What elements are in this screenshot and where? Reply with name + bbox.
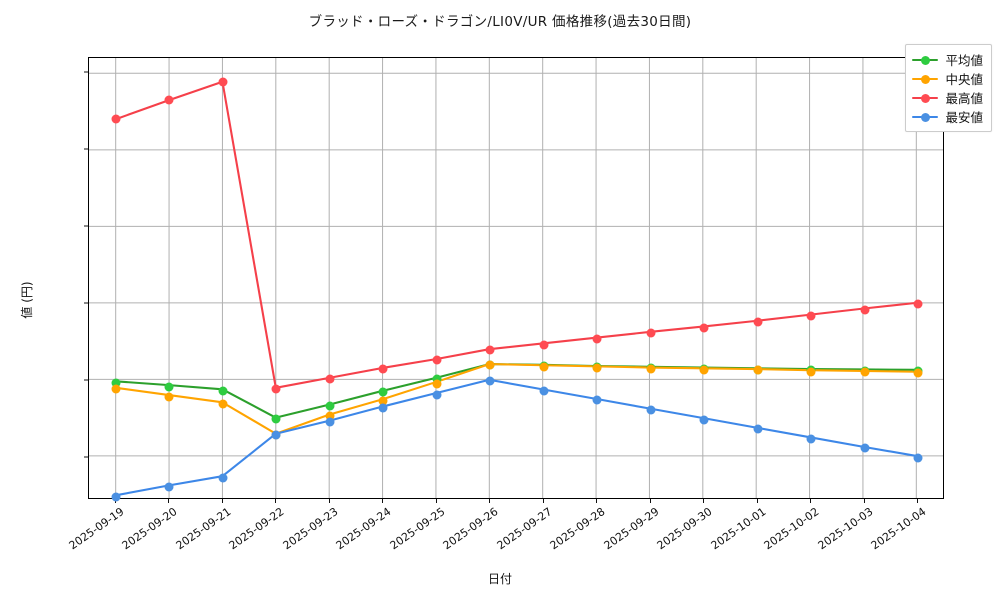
data-point (806, 434, 816, 444)
data-point (753, 424, 763, 434)
series-line-3 (114, 378, 918, 497)
data-point (432, 379, 442, 389)
data-point (860, 367, 870, 377)
data-point (164, 392, 174, 402)
data-point (271, 384, 281, 394)
plot-area (88, 57, 944, 502)
data-point (218, 77, 228, 87)
data-point (325, 411, 335, 421)
chart-title: ブラッド・ローズ・ドラゴン/LI0V/UR 価格推移(過去30日間) (308, 14, 692, 30)
y-tick-mark (84, 379, 88, 381)
x-tick-mark (756, 499, 758, 503)
legend-marker-icon (912, 91, 939, 105)
data-point (539, 386, 549, 396)
data-point (753, 317, 763, 327)
y-tick-mark (84, 302, 88, 304)
x-tick-mark (489, 499, 491, 503)
data-point (485, 360, 495, 370)
data-point (913, 453, 923, 463)
data-point (378, 387, 388, 397)
data-point (539, 362, 549, 372)
data-point (164, 482, 174, 492)
x-tick-mark (863, 499, 865, 503)
x-tick-mark (649, 499, 651, 503)
legend-marker-icon (912, 72, 939, 86)
legend-label: 最高値 (945, 91, 983, 106)
legend-marker-icon (912, 53, 939, 67)
data-point (378, 396, 388, 406)
x-tick-mark (810, 499, 812, 503)
data-point (699, 323, 709, 333)
data-point (806, 311, 816, 321)
data-point (378, 403, 388, 413)
legend-item-0[interactable]: 平均値 (912, 50, 983, 69)
data-point (378, 364, 388, 374)
x-tick-mark (596, 499, 598, 503)
data-point (111, 384, 121, 394)
data-point (432, 390, 442, 400)
data-point (860, 305, 870, 315)
data-point (164, 95, 174, 105)
data-point (592, 334, 602, 344)
x-tick-mark (703, 499, 705, 503)
chart-legend: 平均値中央値最高値最安値 (905, 44, 992, 132)
legend-marker-icon (912, 110, 939, 124)
legend-label: 平均値 (945, 53, 983, 68)
data-point (325, 417, 335, 427)
data-point (753, 365, 763, 375)
y-tick-mark (84, 148, 88, 150)
y-tick-mark (84, 225, 88, 227)
data-point (806, 367, 816, 377)
data-point (699, 365, 709, 375)
series-layer (114, 80, 918, 497)
x-tick-mark (328, 499, 330, 503)
data-point (164, 382, 174, 392)
grid-layer (89, 58, 943, 498)
data-point (646, 328, 656, 338)
data-point (485, 345, 495, 355)
data-point (271, 430, 281, 440)
x-tick-mark (382, 499, 384, 503)
data-point (592, 395, 602, 405)
data-point (218, 399, 228, 409)
data-point (699, 415, 709, 425)
x-tick-mark (221, 499, 223, 503)
data-point (218, 386, 228, 396)
legend-item-2[interactable]: 最高値 (912, 88, 983, 107)
legend-item-1[interactable]: 中央値 (912, 69, 983, 88)
series-line-1 (114, 363, 918, 435)
data-point (325, 401, 335, 411)
x-tick-mark (168, 499, 170, 503)
data-point (111, 114, 121, 124)
data-point (271, 414, 281, 424)
data-point (485, 376, 495, 386)
x-tick-mark (917, 499, 919, 503)
y-axis-title: 値 (円) (20, 281, 35, 319)
data-point (913, 299, 923, 309)
data-point (325, 374, 335, 384)
legend-label: 中央値 (945, 72, 983, 87)
data-point (539, 340, 549, 350)
legend-item-3[interactable]: 最安値 (912, 107, 983, 126)
legend-label: 最安値 (945, 110, 983, 125)
data-point (592, 363, 602, 373)
data-point (432, 355, 442, 365)
data-point (646, 364, 656, 374)
data-point (913, 368, 923, 378)
y-tick-mark (84, 71, 88, 73)
x-tick-mark (275, 499, 277, 503)
series-line-2 (114, 80, 918, 389)
x-tick-mark (435, 499, 437, 503)
data-point (860, 443, 870, 453)
x-axis-title: 日付 (487, 572, 512, 586)
y-tick-mark (84, 456, 88, 458)
data-point (111, 492, 121, 502)
data-point (646, 405, 656, 415)
data-point (218, 473, 228, 483)
data-point (111, 378, 121, 388)
x-tick-mark (542, 499, 544, 503)
